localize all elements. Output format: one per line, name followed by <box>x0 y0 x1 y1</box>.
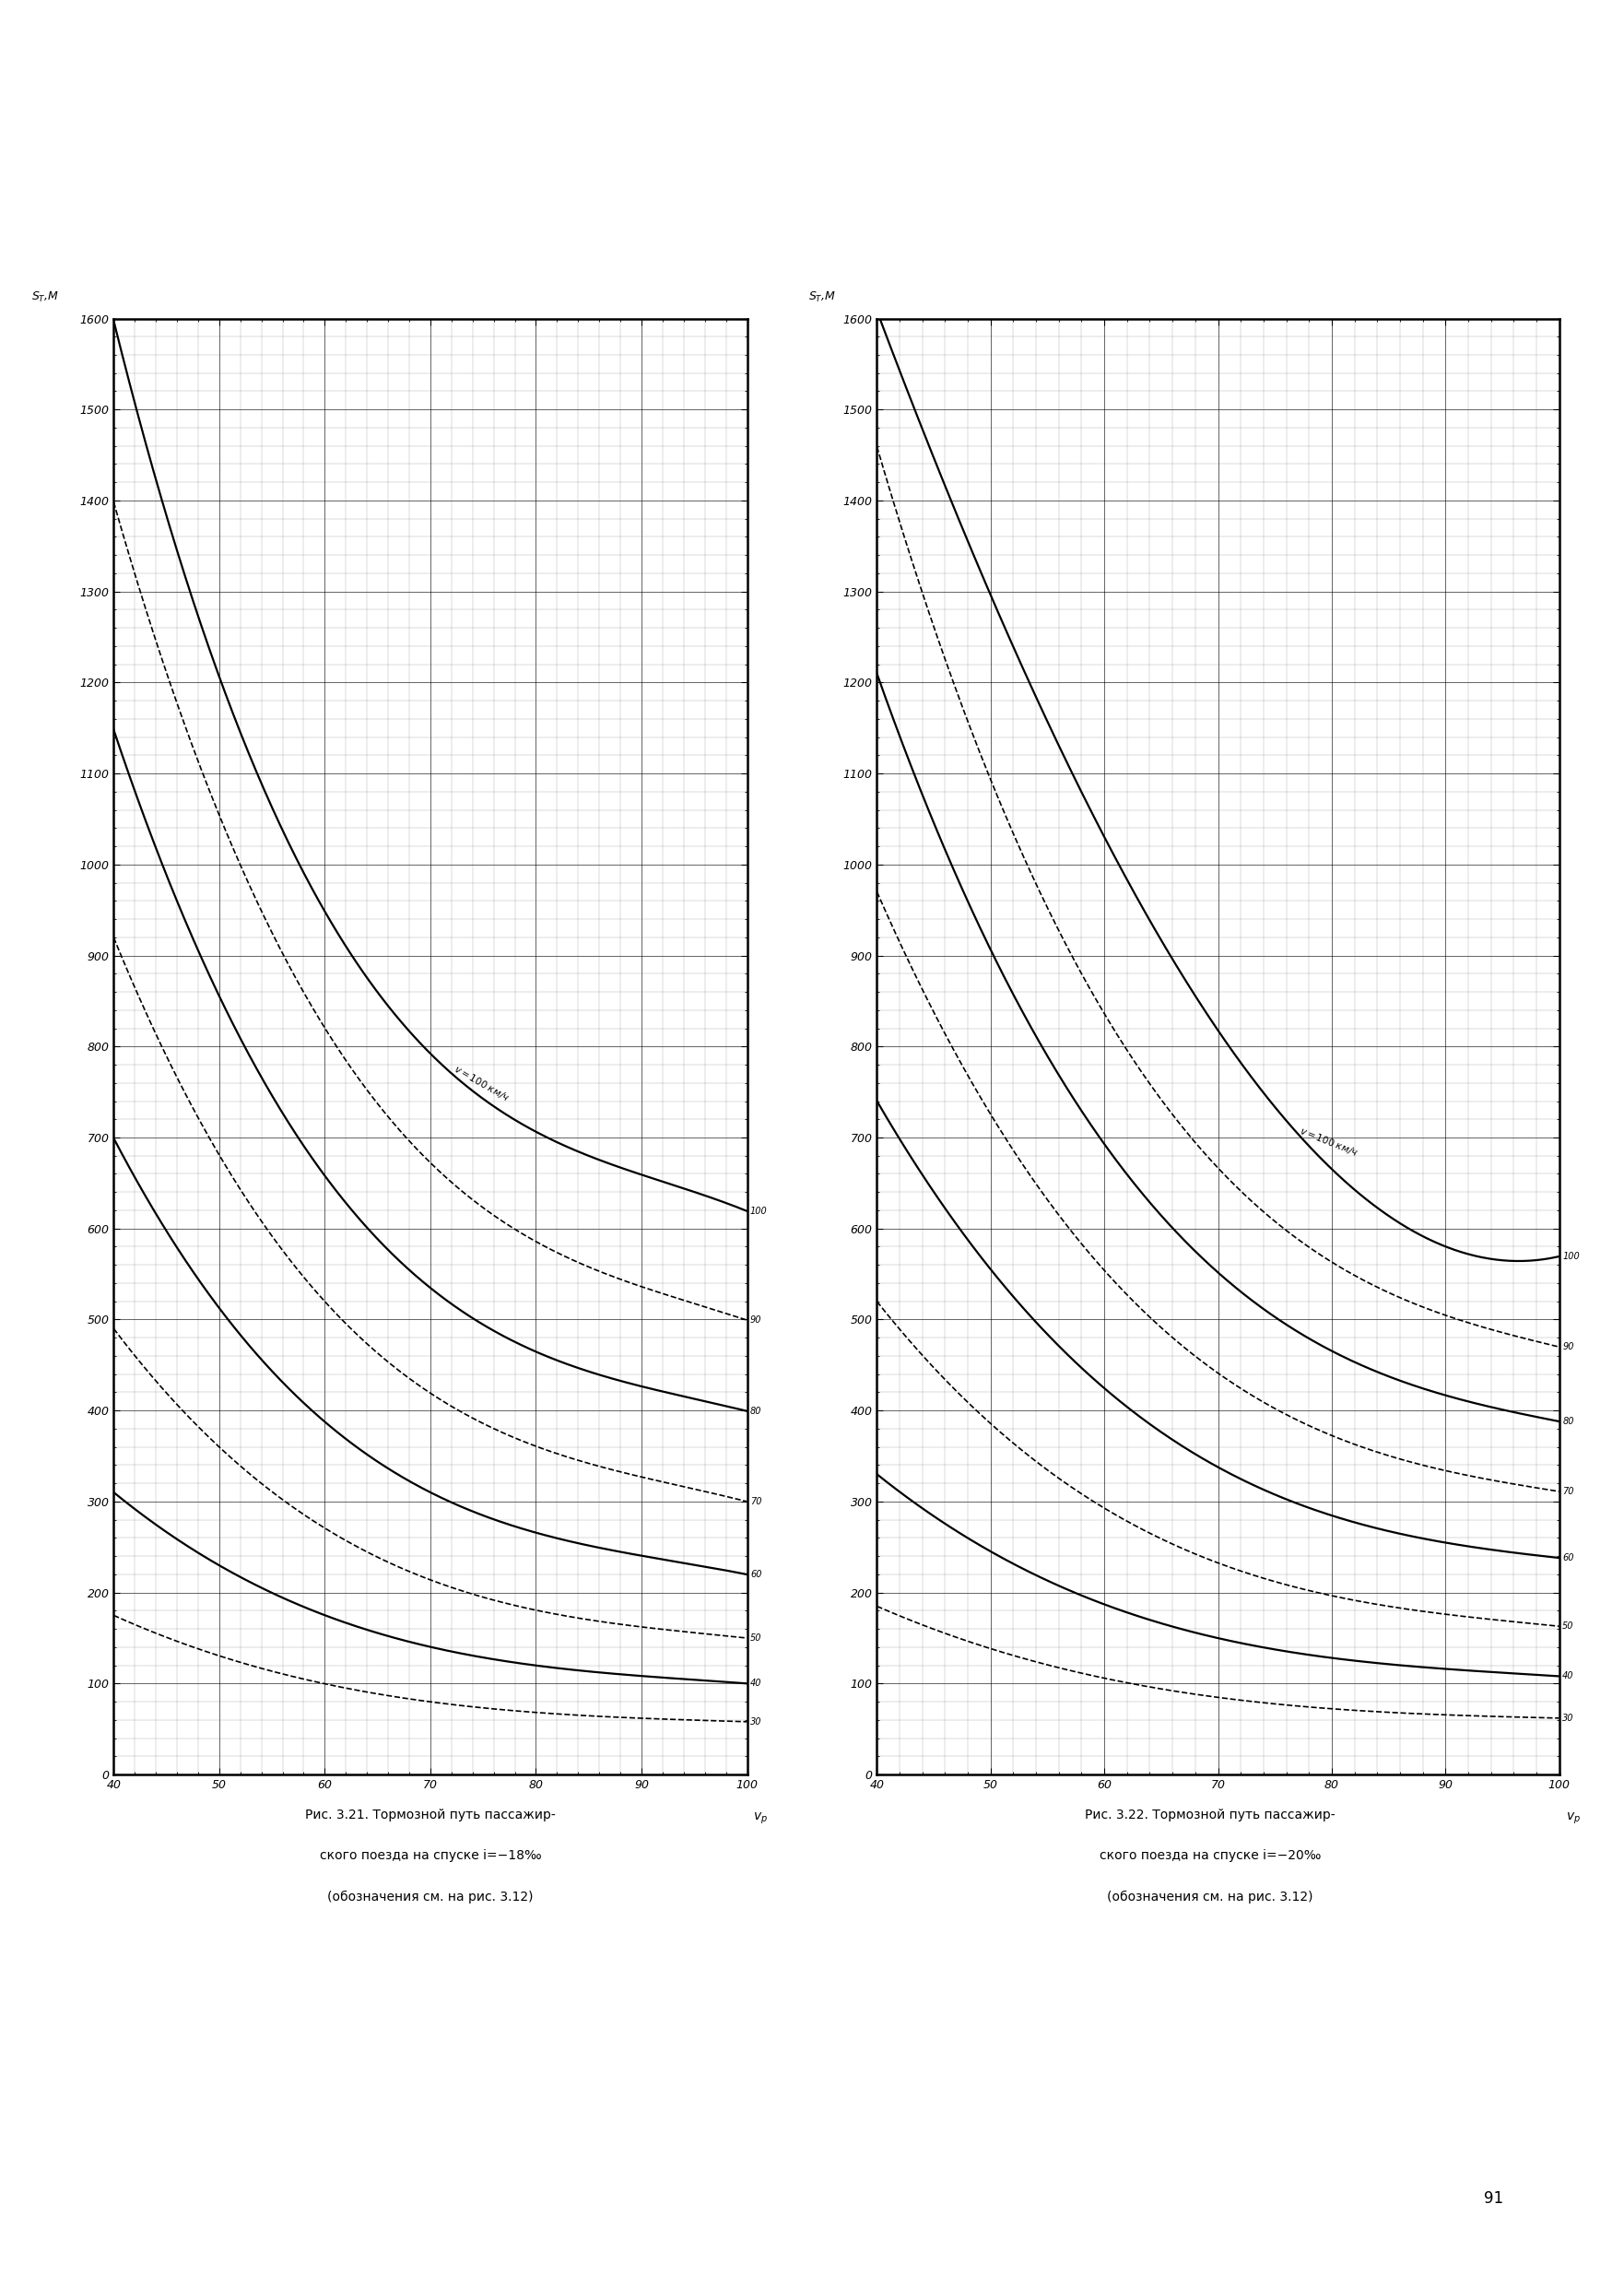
Text: $v=100$ км/ч: $v=100$ км/ч <box>1298 1124 1359 1158</box>
Text: 90: 90 <box>1562 1342 1574 1351</box>
Text: 100: 100 <box>1562 1251 1580 1260</box>
Text: Рис. 3.22. Тормозной путь пассажир-: Рис. 3.22. Тормозной путь пассажир- <box>1085 1809 1335 1822</box>
Text: $S_T$,М: $S_T$,М <box>31 289 58 305</box>
Text: 30: 30 <box>1562 1713 1574 1722</box>
Text: 50: 50 <box>1562 1622 1574 1631</box>
Text: ского поезда на спуске i=−18‰: ского поезда на спуске i=−18‰ <box>320 1850 541 1863</box>
Text: ского поезда на спуске i=−20‰: ского поезда на спуске i=−20‰ <box>1099 1850 1320 1863</box>
Text: 40: 40 <box>1562 1672 1574 1681</box>
Text: Рис. 3.21. Тормозной путь пассажир-: Рис. 3.21. Тормозной путь пассажир- <box>305 1809 555 1822</box>
Text: 80: 80 <box>1562 1417 1574 1426</box>
Text: 80: 80 <box>750 1406 762 1415</box>
Text: 70: 70 <box>750 1497 762 1506</box>
Text: 30: 30 <box>750 1718 762 1727</box>
Text: 70: 70 <box>1562 1488 1574 1497</box>
Text: 91: 91 <box>1484 2191 1504 2207</box>
Text: $v=100$ км/ч: $v=100$ км/ч <box>451 1062 512 1103</box>
Text: (обозначения см. на рис. 3.12): (обозначения см. на рис. 3.12) <box>328 1891 533 1904</box>
Text: $S_T$,М: $S_T$,М <box>809 289 836 305</box>
Text: (обозначения см. на рис. 3.12): (обозначения см. на рис. 3.12) <box>1108 1891 1312 1904</box>
Text: 100: 100 <box>750 1206 768 1215</box>
Text: 50: 50 <box>750 1633 762 1643</box>
Text: 90: 90 <box>750 1315 762 1324</box>
Text: 60: 60 <box>750 1570 762 1579</box>
Text: 60: 60 <box>1562 1554 1574 1563</box>
Text: $v_p$: $v_p$ <box>754 1811 768 1827</box>
Text: 40: 40 <box>750 1679 762 1688</box>
Text: $v_p$: $v_p$ <box>1566 1811 1580 1827</box>
